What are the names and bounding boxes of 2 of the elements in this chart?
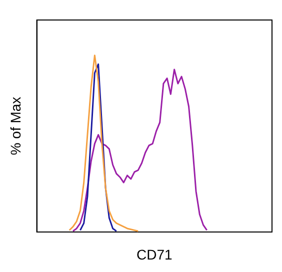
x-axis-title: CD71 [136, 246, 173, 262]
y-axis-title: % of Max [7, 96, 24, 156]
